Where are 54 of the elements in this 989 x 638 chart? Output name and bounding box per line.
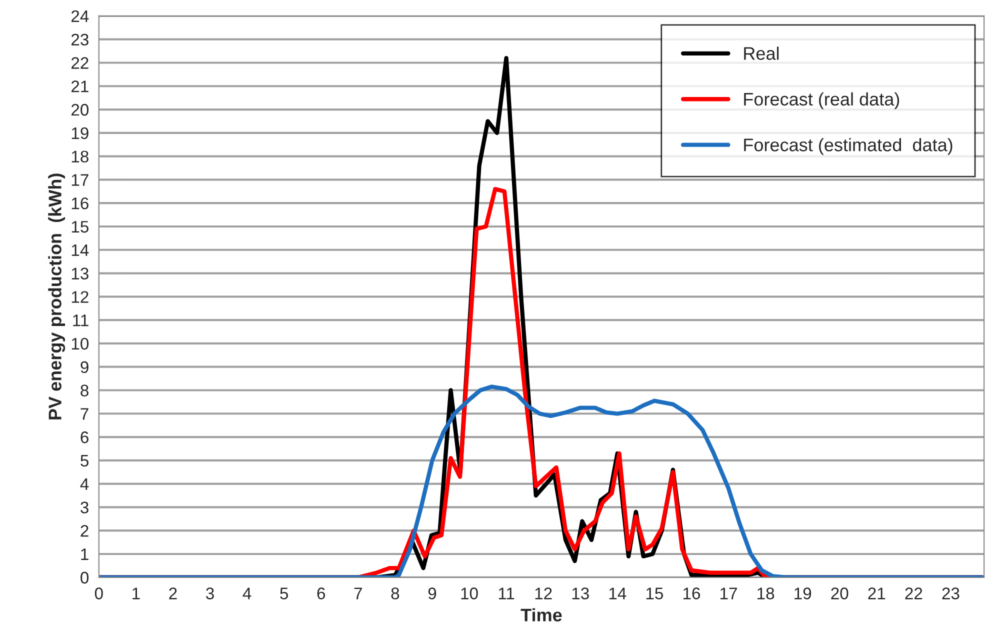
y-tick-label: 20 [71, 104, 89, 116]
x-tick-label: 23 [942, 588, 960, 600]
x-tick-label: 11 [498, 588, 514, 600]
y-tick-label: 7 [80, 408, 88, 420]
y-tick-label: 15 [72, 221, 88, 233]
x-tick-label: 13 [572, 588, 589, 600]
x-tick-label: 12 [535, 588, 552, 600]
y-tick-label: 23 [71, 34, 88, 46]
y-tick-label: 12 [72, 291, 88, 303]
x-tick-label: 14 [609, 588, 626, 600]
legend-label: Forecast (estimated data) [744, 138, 952, 155]
x-tick-label: 4 [242, 588, 252, 600]
y-axis-title: PV energy production (kWh) [48, 174, 66, 420]
y-tick-label: 0 [80, 572, 89, 584]
y-tick-label: 13 [72, 268, 88, 280]
x-tick-label: 8 [391, 588, 400, 600]
x-tick-label: 10 [461, 588, 478, 600]
y-tick-label: 22 [71, 57, 88, 69]
y-tick-label: 18 [72, 150, 88, 163]
x-axis-title: Time [520, 608, 562, 622]
x-tick-label: 18 [758, 588, 774, 600]
y-tick-label: 3 [80, 502, 88, 514]
x-tick-label: 9 [428, 588, 436, 600]
y-tick-label: 19 [72, 127, 88, 140]
x-tick-label: 19 [794, 588, 812, 600]
y-tick-label: 5 [80, 454, 88, 467]
y-tick-label: 17 [72, 174, 88, 186]
y-tick-label: 8 [80, 384, 88, 396]
x-tick-label: 1 [132, 588, 140, 600]
x-tick-label: 15 [646, 588, 664, 600]
y-tick-label: 2 [80, 525, 88, 537]
y-tick-label: 1 [81, 548, 88, 560]
y-tick-label: 11 [73, 314, 88, 326]
x-tick-label: 2 [169, 588, 177, 600]
x-tick-label: 22 [905, 588, 922, 600]
y-tick-label: 14 [72, 244, 89, 256]
x-tick-label: 17 [720, 588, 737, 600]
y-tick-label: 4 [80, 478, 89, 490]
y-tick-label: 9 [80, 361, 88, 374]
y-tick-label: 16 [72, 198, 88, 210]
x-tick-label: 20 [831, 588, 848, 600]
x-tick-label: 3 [206, 588, 214, 600]
x-tick-label: 6 [317, 588, 326, 600]
x-tick-label: 5 [280, 588, 288, 600]
x-tick-label: 16 [683, 588, 700, 600]
x-tick-label: 0 [94, 588, 103, 600]
legend-label: Real [744, 46, 779, 60]
y-tick-label: 10 [72, 338, 89, 350]
y-tick-label: 24 [71, 10, 89, 22]
x-tick-label: 7 [354, 588, 362, 600]
x-tick-label: 21 [868, 588, 886, 600]
y-tick-label: 6 [80, 431, 88, 444]
legend-label: Forecast (real data) [744, 92, 900, 110]
y-tick-label: 21 [71, 80, 88, 92]
